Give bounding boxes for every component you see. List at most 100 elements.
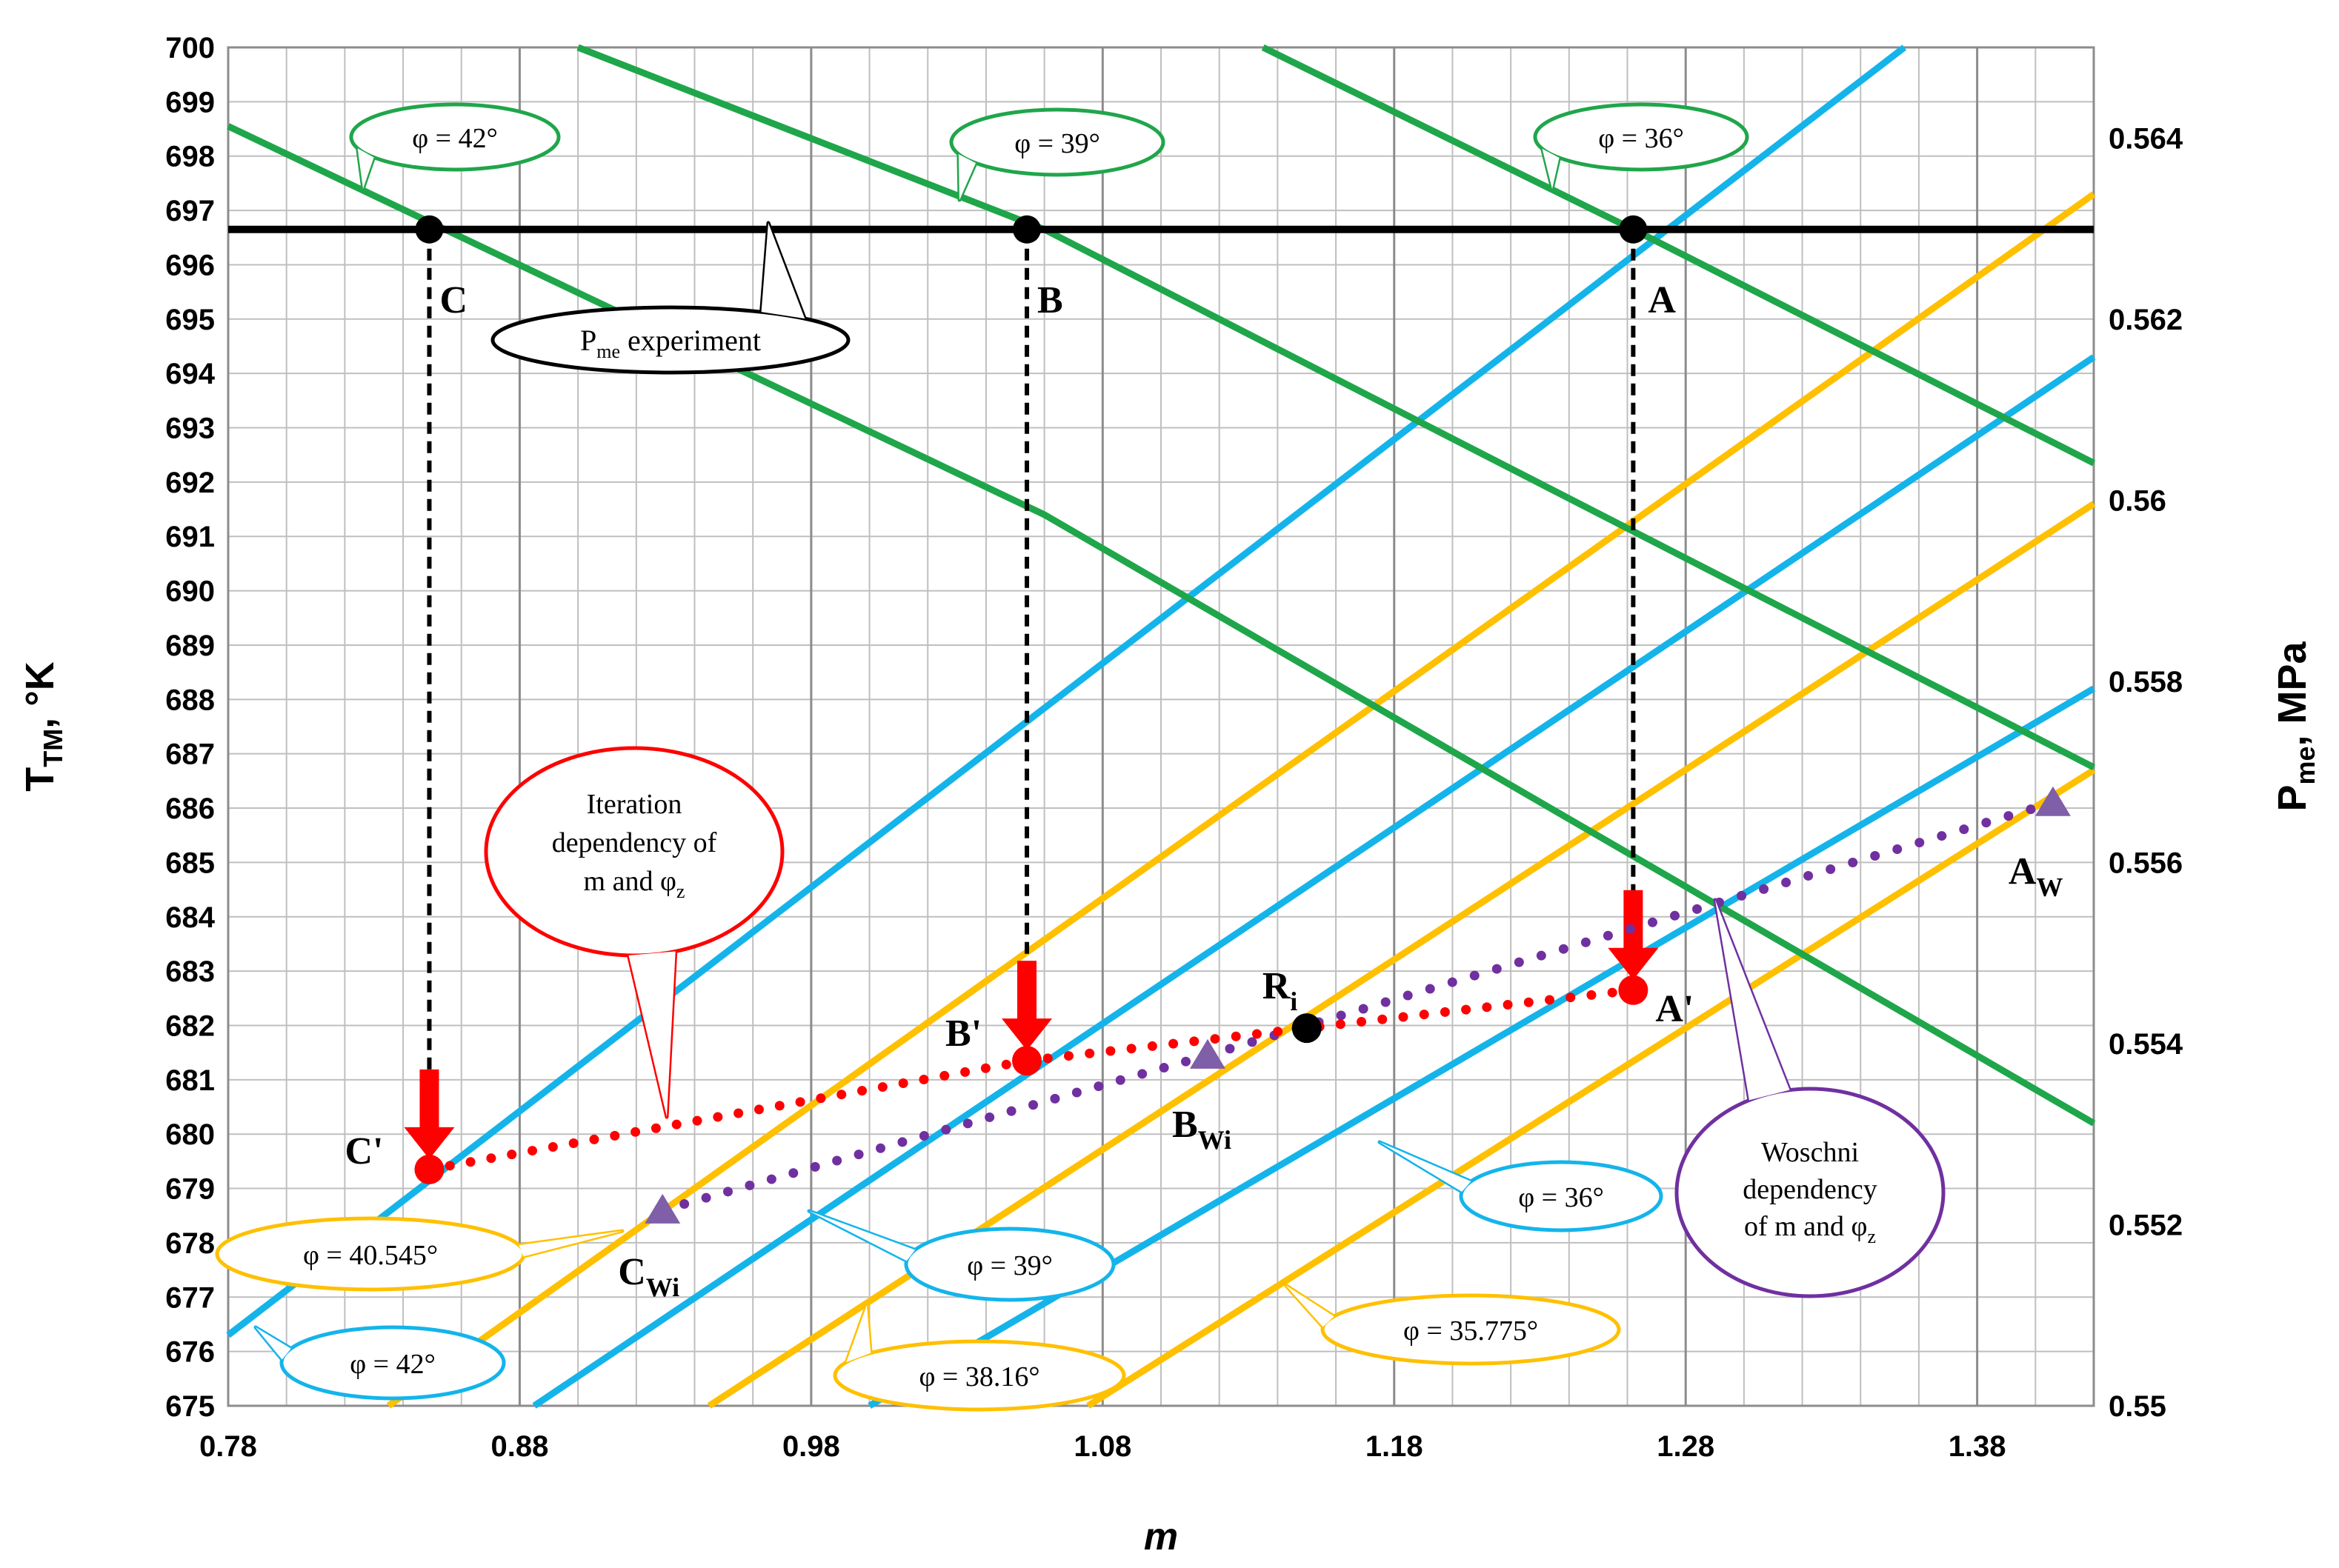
y-axis-title-right: Pme, MPa bbox=[2270, 641, 2320, 811]
iteration-dot bbox=[1063, 1051, 1074, 1061]
woschni-dot bbox=[1580, 937, 1591, 947]
woschni-dot bbox=[1826, 864, 1836, 874]
woschni-dot bbox=[1669, 910, 1680, 921]
label-C-prime: C' bbox=[345, 1130, 383, 1172]
iteration-dot bbox=[1085, 1048, 1095, 1058]
red-arrow-head-C bbox=[404, 1127, 455, 1159]
callout-blue-39-text: φ = 39° bbox=[967, 1250, 1053, 1281]
y-tick-label: 699 bbox=[165, 86, 215, 119]
woschni-dot bbox=[1403, 990, 1413, 1001]
label-B: B bbox=[1037, 279, 1063, 321]
callout-pme-bubble bbox=[490, 305, 851, 375]
callout-blue-42-tail-cover bbox=[256, 1327, 291, 1360]
y-tick-label: 698 bbox=[165, 141, 215, 173]
woschni-dot bbox=[723, 1187, 733, 1197]
callout-orange-3816-bubble bbox=[833, 1339, 1126, 1412]
label-B-prime: B' bbox=[945, 1012, 982, 1055]
callout-blue-39-bubble bbox=[904, 1227, 1116, 1302]
woschni-dot bbox=[1380, 997, 1391, 1007]
woschni-dot bbox=[1358, 1004, 1368, 1014]
y-tick-label: 685 bbox=[165, 847, 215, 879]
y-tick-label: 683 bbox=[165, 955, 215, 988]
iteration-dot bbox=[939, 1070, 950, 1081]
x-tick-label: 1.28 bbox=[1657, 1430, 1714, 1463]
label-A-prime: A' bbox=[1655, 988, 1694, 1030]
experiment-point-A bbox=[1619, 215, 1648, 244]
red-arrow-shaft-A bbox=[1623, 890, 1643, 950]
woschni-dot bbox=[1050, 1093, 1060, 1104]
woschni-point-2 bbox=[2034, 786, 2071, 816]
y2-tick-label: 0.55 bbox=[2109, 1390, 2166, 1423]
iteration-dot bbox=[898, 1078, 908, 1089]
callout-green-39-bubble bbox=[949, 107, 1165, 177]
woschni-dot bbox=[1225, 1044, 1235, 1054]
iteration-dot bbox=[651, 1123, 661, 1133]
blue-line-1 bbox=[532, 354, 2096, 1409]
iteration-dot bbox=[1001, 1059, 1011, 1070]
woschni-dot bbox=[745, 1180, 755, 1190]
y-tick-label: 686 bbox=[165, 793, 215, 825]
guides bbox=[404, 229, 1659, 1170]
iteration-dot bbox=[713, 1112, 723, 1122]
x-tick-label: 0.78 bbox=[199, 1430, 257, 1463]
y2-tick-label: 0.56 bbox=[2109, 484, 2166, 517]
woschni-dot bbox=[1336, 1010, 1346, 1021]
iteration-dot bbox=[1566, 992, 1576, 1003]
y-tick-label: 695 bbox=[165, 304, 215, 336]
y-tick-label: 693 bbox=[165, 413, 215, 445]
red-arrow-head-A bbox=[1608, 947, 1659, 980]
woschni-dot bbox=[1491, 964, 1502, 974]
callout-green-42-tail-cover bbox=[357, 148, 374, 189]
iteration-point-1 bbox=[1012, 1046, 1042, 1076]
woschni-dot bbox=[1914, 838, 1925, 848]
woschni-dot bbox=[854, 1150, 864, 1160]
woschni-dot bbox=[1514, 957, 1524, 967]
iteration-dot bbox=[1231, 1031, 1241, 1041]
label-Aw: AW bbox=[2009, 851, 2063, 902]
experiment-point-B bbox=[1013, 215, 1042, 244]
iteration-dot bbox=[774, 1101, 785, 1111]
woschni-dot bbox=[1781, 877, 1791, 887]
callout-green-36-bubble bbox=[1533, 102, 1749, 172]
iteration-dot bbox=[1482, 1002, 1492, 1012]
callout-blue-39-tail-cover bbox=[809, 1211, 916, 1261]
y2-tick-label: 0.558 bbox=[2109, 666, 2183, 698]
callout-blue-36-tail-cover bbox=[1380, 1142, 1471, 1192]
iteration-dot bbox=[507, 1150, 517, 1160]
callout-orange-35775-tail-cover bbox=[1285, 1285, 1334, 1327]
woschni-dot bbox=[810, 1161, 820, 1172]
y2-tick-label: 0.554 bbox=[2109, 1028, 2183, 1061]
callout-blue-42-text: φ = 42° bbox=[350, 1349, 436, 1380]
markers bbox=[414, 215, 2071, 1224]
woschni-point-0 bbox=[645, 1193, 681, 1224]
label-Ri: Ri bbox=[1262, 965, 1298, 1016]
woschni-dot bbox=[1603, 930, 1613, 941]
callout-orange-40545-text: φ = 40.545° bbox=[303, 1240, 438, 1271]
woschni-dot bbox=[766, 1174, 776, 1184]
callout-green-39-text: φ = 39° bbox=[1014, 128, 1100, 159]
iteration-dot bbox=[1377, 1014, 1388, 1024]
y-tick-label: 677 bbox=[165, 1281, 215, 1314]
label-A: A bbox=[1648, 279, 1676, 321]
callout-blue-42-bubble bbox=[279, 1325, 506, 1401]
woschni-dot bbox=[919, 1131, 929, 1141]
iteration-dot bbox=[1042, 1053, 1053, 1064]
y-tick-label: 682 bbox=[165, 1010, 215, 1042]
woschni-dot bbox=[1959, 824, 1969, 835]
woschni-dot bbox=[2003, 811, 2014, 821]
point-labels: C B A C' B' A' Ri CWi BWi AW bbox=[345, 279, 2063, 1302]
y-tick-label: 675 bbox=[165, 1390, 215, 1423]
red-arrow-head-B bbox=[1002, 1018, 1053, 1051]
y2-tick-label: 0.552 bbox=[2109, 1209, 2183, 1241]
callout-iteration-tail-cover bbox=[628, 951, 676, 1117]
woschni-dot bbox=[1028, 1100, 1039, 1110]
iteration-dot bbox=[795, 1097, 805, 1107]
callouts: φ = 42° φ = 39° φ = 36° Pme experiment Itera… bbox=[215, 102, 1946, 1412]
iteration-dot bbox=[1586, 990, 1597, 1000]
woschni-dot bbox=[1115, 1075, 1125, 1085]
callout-green-39-tail-cover bbox=[958, 154, 976, 200]
woschni-dot bbox=[1870, 851, 1880, 861]
iteration-dot bbox=[1523, 997, 1534, 1007]
y-tick-label: 678 bbox=[165, 1227, 215, 1260]
